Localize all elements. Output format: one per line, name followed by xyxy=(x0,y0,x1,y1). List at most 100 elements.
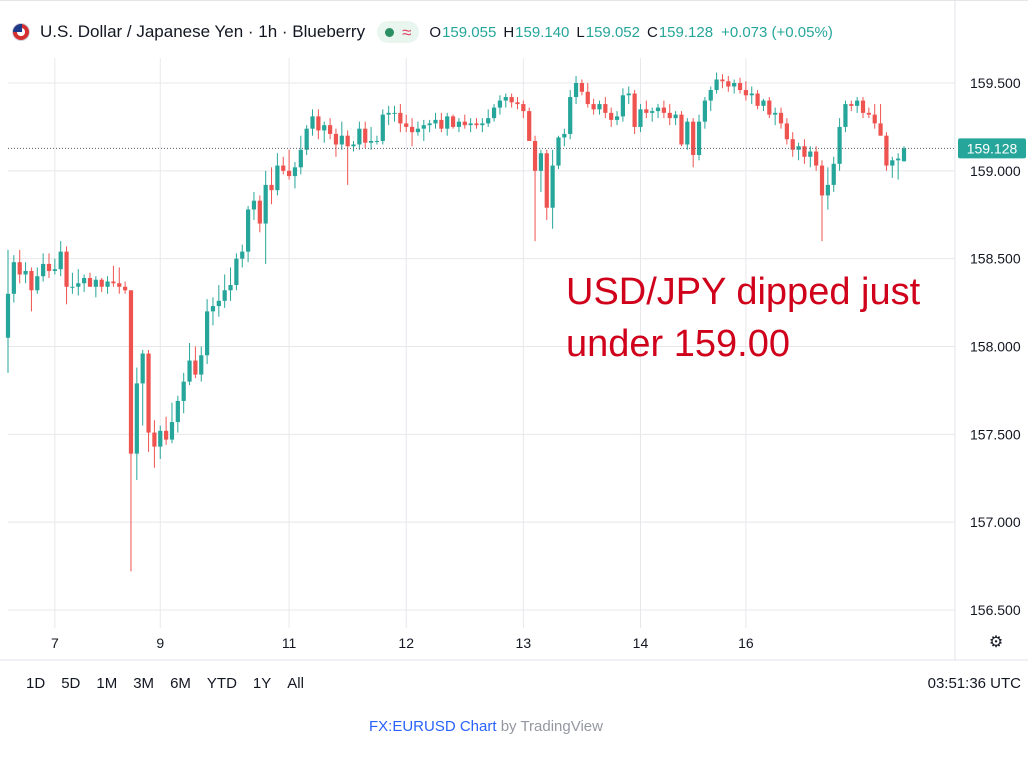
timeframe-3m-button[interactable]: 3M xyxy=(133,675,155,692)
candle-body xyxy=(849,104,854,106)
timeframe-ytd-button[interactable]: YTD xyxy=(206,675,237,692)
candle-body xyxy=(23,270,28,275)
candle xyxy=(5,249,11,373)
candle xyxy=(819,160,825,242)
timeframe-all-button[interactable]: All xyxy=(287,675,304,692)
candle-body xyxy=(609,112,614,120)
candle-body xyxy=(579,83,585,92)
candle xyxy=(128,290,134,572)
y-tick-label: 158.500 xyxy=(970,251,1021,267)
candle-body xyxy=(351,144,356,147)
candle-body xyxy=(450,116,456,127)
settings-icon[interactable]: ⚙ xyxy=(988,634,1004,651)
candle xyxy=(896,153,901,180)
market-status-pill[interactable]: ≈ xyxy=(377,21,420,43)
candle xyxy=(281,156,286,175)
candle-body xyxy=(93,279,98,287)
candle xyxy=(486,109,491,127)
timeframe-1y-button[interactable]: 1Y xyxy=(252,675,272,692)
candle xyxy=(117,267,122,294)
candle-body xyxy=(327,125,333,134)
timeframe-1m-button[interactable]: 1M xyxy=(96,675,118,692)
candle xyxy=(849,100,854,112)
candle xyxy=(374,135,380,145)
candle xyxy=(679,111,684,147)
candle-body xyxy=(52,269,57,271)
candle xyxy=(778,107,784,129)
x-tick-label: 11 xyxy=(282,635,297,651)
candle-body xyxy=(281,165,286,171)
candle xyxy=(796,142,801,161)
candle-body xyxy=(837,126,842,164)
candle xyxy=(532,135,538,242)
candle xyxy=(784,118,789,145)
candle xyxy=(386,105,391,126)
candle xyxy=(562,128,567,147)
candle xyxy=(726,75,731,92)
candle-body xyxy=(515,102,520,105)
candle-body xyxy=(345,135,350,147)
timeframe-6m-button[interactable]: 6M xyxy=(170,675,191,692)
candle-body xyxy=(696,121,702,156)
candle xyxy=(702,97,707,129)
candle xyxy=(503,93,508,108)
candle-body xyxy=(685,121,690,145)
candle-body xyxy=(720,79,725,82)
candle-body xyxy=(17,262,22,275)
candle-body xyxy=(872,114,877,124)
candle xyxy=(632,90,637,134)
y-tick-label: 159.000 xyxy=(970,163,1021,179)
candle xyxy=(245,205,251,263)
candle xyxy=(749,86,754,105)
candle xyxy=(497,95,503,115)
candle xyxy=(691,118,696,168)
time-axis[interactable]: 7 9 11 12 13 14 16 xyxy=(51,635,754,651)
candle xyxy=(667,104,672,126)
candle-body xyxy=(169,422,175,440)
candle xyxy=(872,104,877,129)
candlestick-chart[interactable]: 159.500 159.000 158.500 158.000 157.500 157.0… xyxy=(0,0,1028,708)
timeframe-1d-button[interactable]: 1D xyxy=(26,675,46,692)
candle-body xyxy=(878,123,883,136)
candle-body xyxy=(896,158,901,161)
candle xyxy=(111,265,116,287)
chart-annotation: USD/JPY dipped just under 159.00 xyxy=(566,271,921,365)
candle-body xyxy=(339,135,344,145)
open-value: 159.055 xyxy=(442,23,497,41)
utc-clock[interactable]: 03:51:36 UTC xyxy=(927,675,1021,692)
candle-body xyxy=(427,123,432,126)
candle xyxy=(181,372,186,414)
candle-body xyxy=(866,112,871,115)
x-tick-label: 16 xyxy=(738,635,754,651)
candle xyxy=(650,107,655,122)
candle-body xyxy=(691,121,696,156)
candle-body xyxy=(620,95,626,117)
candle-body xyxy=(286,170,292,177)
candle-body xyxy=(497,100,503,108)
candle xyxy=(550,149,555,229)
candle-body xyxy=(257,200,262,224)
candle xyxy=(591,98,596,115)
candle xyxy=(878,104,883,136)
candle-body xyxy=(901,148,907,162)
candle-body xyxy=(556,137,561,166)
candle-body xyxy=(392,112,397,114)
candle-body xyxy=(105,281,110,287)
timeframe-5d-button[interactable]: 5D xyxy=(61,675,81,692)
candle xyxy=(808,146,813,168)
candle-body xyxy=(374,140,380,142)
candle xyxy=(368,126,374,150)
candle xyxy=(538,149,544,192)
candle-body xyxy=(275,165,280,191)
price-axis[interactable]: 159.500 159.000 158.500 158.000 157.500 157.0… xyxy=(970,75,1021,618)
y-tick-label: 158.000 xyxy=(970,339,1021,355)
candle xyxy=(767,97,772,119)
symbol-title[interactable]: U.S. Dollar / Japanese Yen · 1h · Bluebe… xyxy=(40,22,366,41)
attribution: FX:EURUSD Chart by TradingView xyxy=(0,718,972,735)
x-tick-label: 7 xyxy=(51,635,59,651)
candle-body xyxy=(702,100,707,122)
y-tick-label: 159.500 xyxy=(970,75,1021,91)
candle xyxy=(901,146,907,162)
attribution-link[interactable]: FX:EURUSD Chart xyxy=(369,718,497,735)
candle xyxy=(11,255,16,303)
